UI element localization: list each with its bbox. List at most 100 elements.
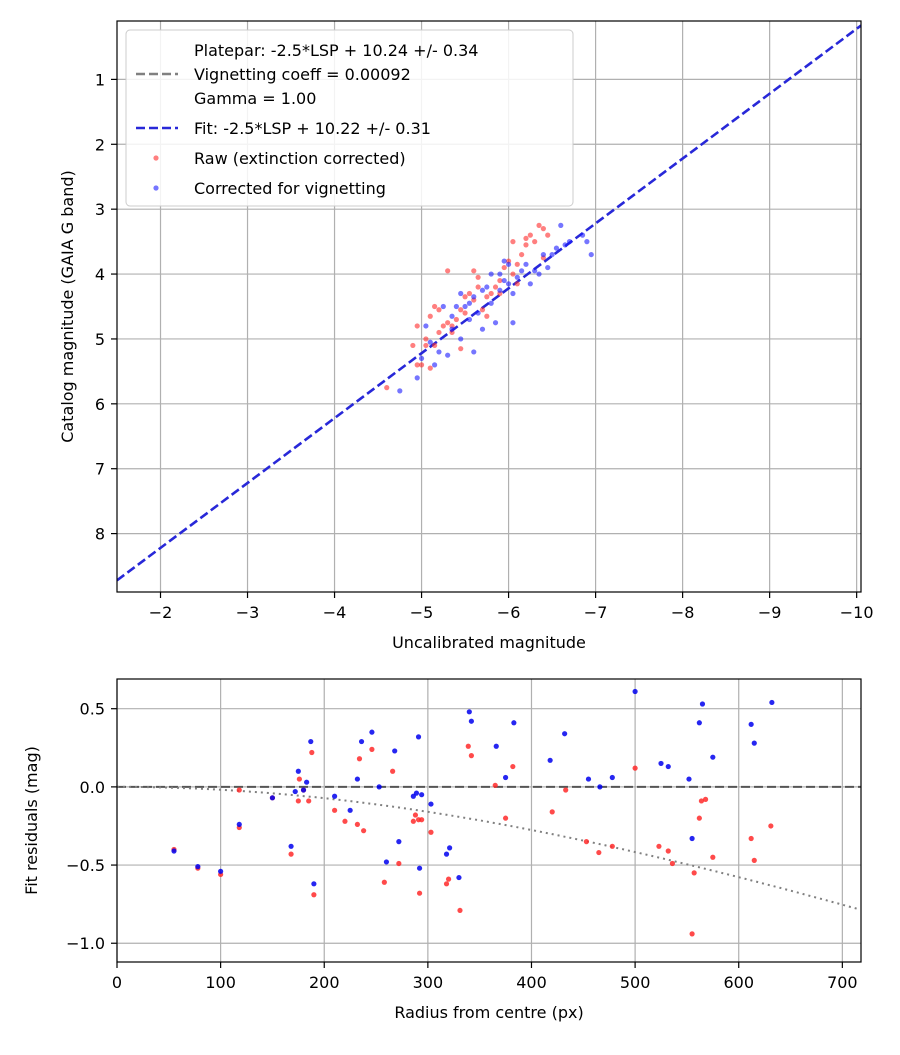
raw-point <box>497 277 503 284</box>
raw-point <box>519 251 525 258</box>
raw-point <box>416 890 423 896</box>
x-tick-label: −3 <box>236 603 260 622</box>
corrected-point <box>236 821 242 828</box>
x-tick-label: −8 <box>671 603 695 622</box>
corrected-point <box>462 303 468 310</box>
legend-platepar-label: Platepar: -2.5*LSP + 10.24 +/- 0.34 <box>194 41 478 60</box>
raw-point <box>751 857 757 863</box>
legend-raw-label: Raw (extinction corrected) <box>194 149 406 168</box>
raw-point <box>710 854 716 860</box>
corrected-point <box>536 271 542 277</box>
raw-point <box>369 746 375 752</box>
raw-point <box>596 849 602 856</box>
corrected-point <box>300 787 307 793</box>
raw-point <box>436 307 442 313</box>
y-tick-label: −1.0 <box>66 934 105 953</box>
corrected-point <box>479 326 486 332</box>
raw-point <box>414 323 420 329</box>
raw-point <box>632 765 638 771</box>
raw-point <box>354 821 361 828</box>
y-tick-label: 5 <box>95 330 105 349</box>
corrected-point <box>427 339 433 345</box>
x-tick-label: −10 <box>840 603 874 622</box>
corrected-point <box>547 757 553 763</box>
corrected-point <box>453 303 459 310</box>
raw-point <box>510 763 516 770</box>
raw-point <box>396 860 402 867</box>
raw-point <box>381 879 387 885</box>
raw-point <box>514 281 520 287</box>
corrected-point <box>419 792 425 798</box>
raw-point <box>432 303 438 310</box>
x-tick-label: −6 <box>497 603 521 622</box>
plot-area <box>117 688 861 937</box>
corrected-point <box>748 721 754 727</box>
raw-point <box>549 809 555 815</box>
raw-point <box>492 782 498 788</box>
corrected-point <box>686 776 692 782</box>
corrected-point <box>505 261 512 267</box>
corrected-point <box>311 881 317 887</box>
corrected-point <box>458 336 464 342</box>
raw-point <box>468 753 474 759</box>
corrected-point <box>347 807 353 813</box>
corrected-point <box>413 790 420 796</box>
corrected-point <box>423 323 429 329</box>
raw-point <box>523 235 529 241</box>
corrected-point <box>588 251 594 258</box>
raw-point <box>445 876 452 882</box>
corrected-point <box>514 274 520 280</box>
raw-point <box>510 271 516 277</box>
raw-point <box>296 776 302 782</box>
corrected-point <box>505 281 512 287</box>
corrected-point <box>376 784 382 790</box>
corrected-point <box>436 349 442 355</box>
corrected-point <box>171 848 177 854</box>
raw-point <box>384 385 390 391</box>
corrected-point <box>456 874 462 881</box>
raw-point <box>689 931 695 937</box>
corrected-point <box>510 320 516 326</box>
corrected-point <box>532 268 538 274</box>
corrected-point <box>488 300 494 306</box>
corrected-point <box>428 801 434 807</box>
raw-point <box>309 749 315 756</box>
legend-vignetting-label: Vignetting coeff = 0.00092 <box>194 65 411 84</box>
corrected-point <box>458 290 464 297</box>
corrected-point <box>511 720 517 726</box>
raw-point <box>527 232 533 238</box>
corrected-point <box>415 734 422 740</box>
x-tick-label: −7 <box>584 603 608 622</box>
raw-point <box>510 239 516 245</box>
raw-point <box>423 342 429 349</box>
corrected-point <box>288 843 294 849</box>
x-tick-label: −4 <box>323 603 347 622</box>
corrected-point <box>609 774 615 781</box>
raw-point <box>436 329 442 336</box>
raw-point <box>445 320 451 326</box>
corrected-point <box>549 251 555 258</box>
raw-point <box>563 787 569 793</box>
corrected-point <box>751 740 757 746</box>
corrected-point <box>501 258 507 264</box>
raw-point <box>342 818 348 824</box>
corrected-point <box>304 779 310 785</box>
corrected-point <box>443 851 450 857</box>
raw-point <box>462 294 468 300</box>
corrected-point <box>396 839 402 845</box>
raw-point <box>423 336 429 342</box>
corrected-point <box>416 865 423 871</box>
corrected-point <box>383 859 390 865</box>
axes-frame <box>116 678 862 963</box>
raw-point <box>428 829 434 835</box>
raw-point <box>440 323 446 329</box>
raw-point <box>332 807 338 813</box>
x-axis-label: Uncalibrated magnitude <box>392 633 586 652</box>
raw-point <box>768 823 774 829</box>
corrected-point <box>292 788 298 795</box>
corrected-point <box>358 738 365 745</box>
raw-point <box>236 787 242 793</box>
x-tick-label: 700 <box>827 973 858 992</box>
y-tick-label: 0.0 <box>80 778 105 797</box>
